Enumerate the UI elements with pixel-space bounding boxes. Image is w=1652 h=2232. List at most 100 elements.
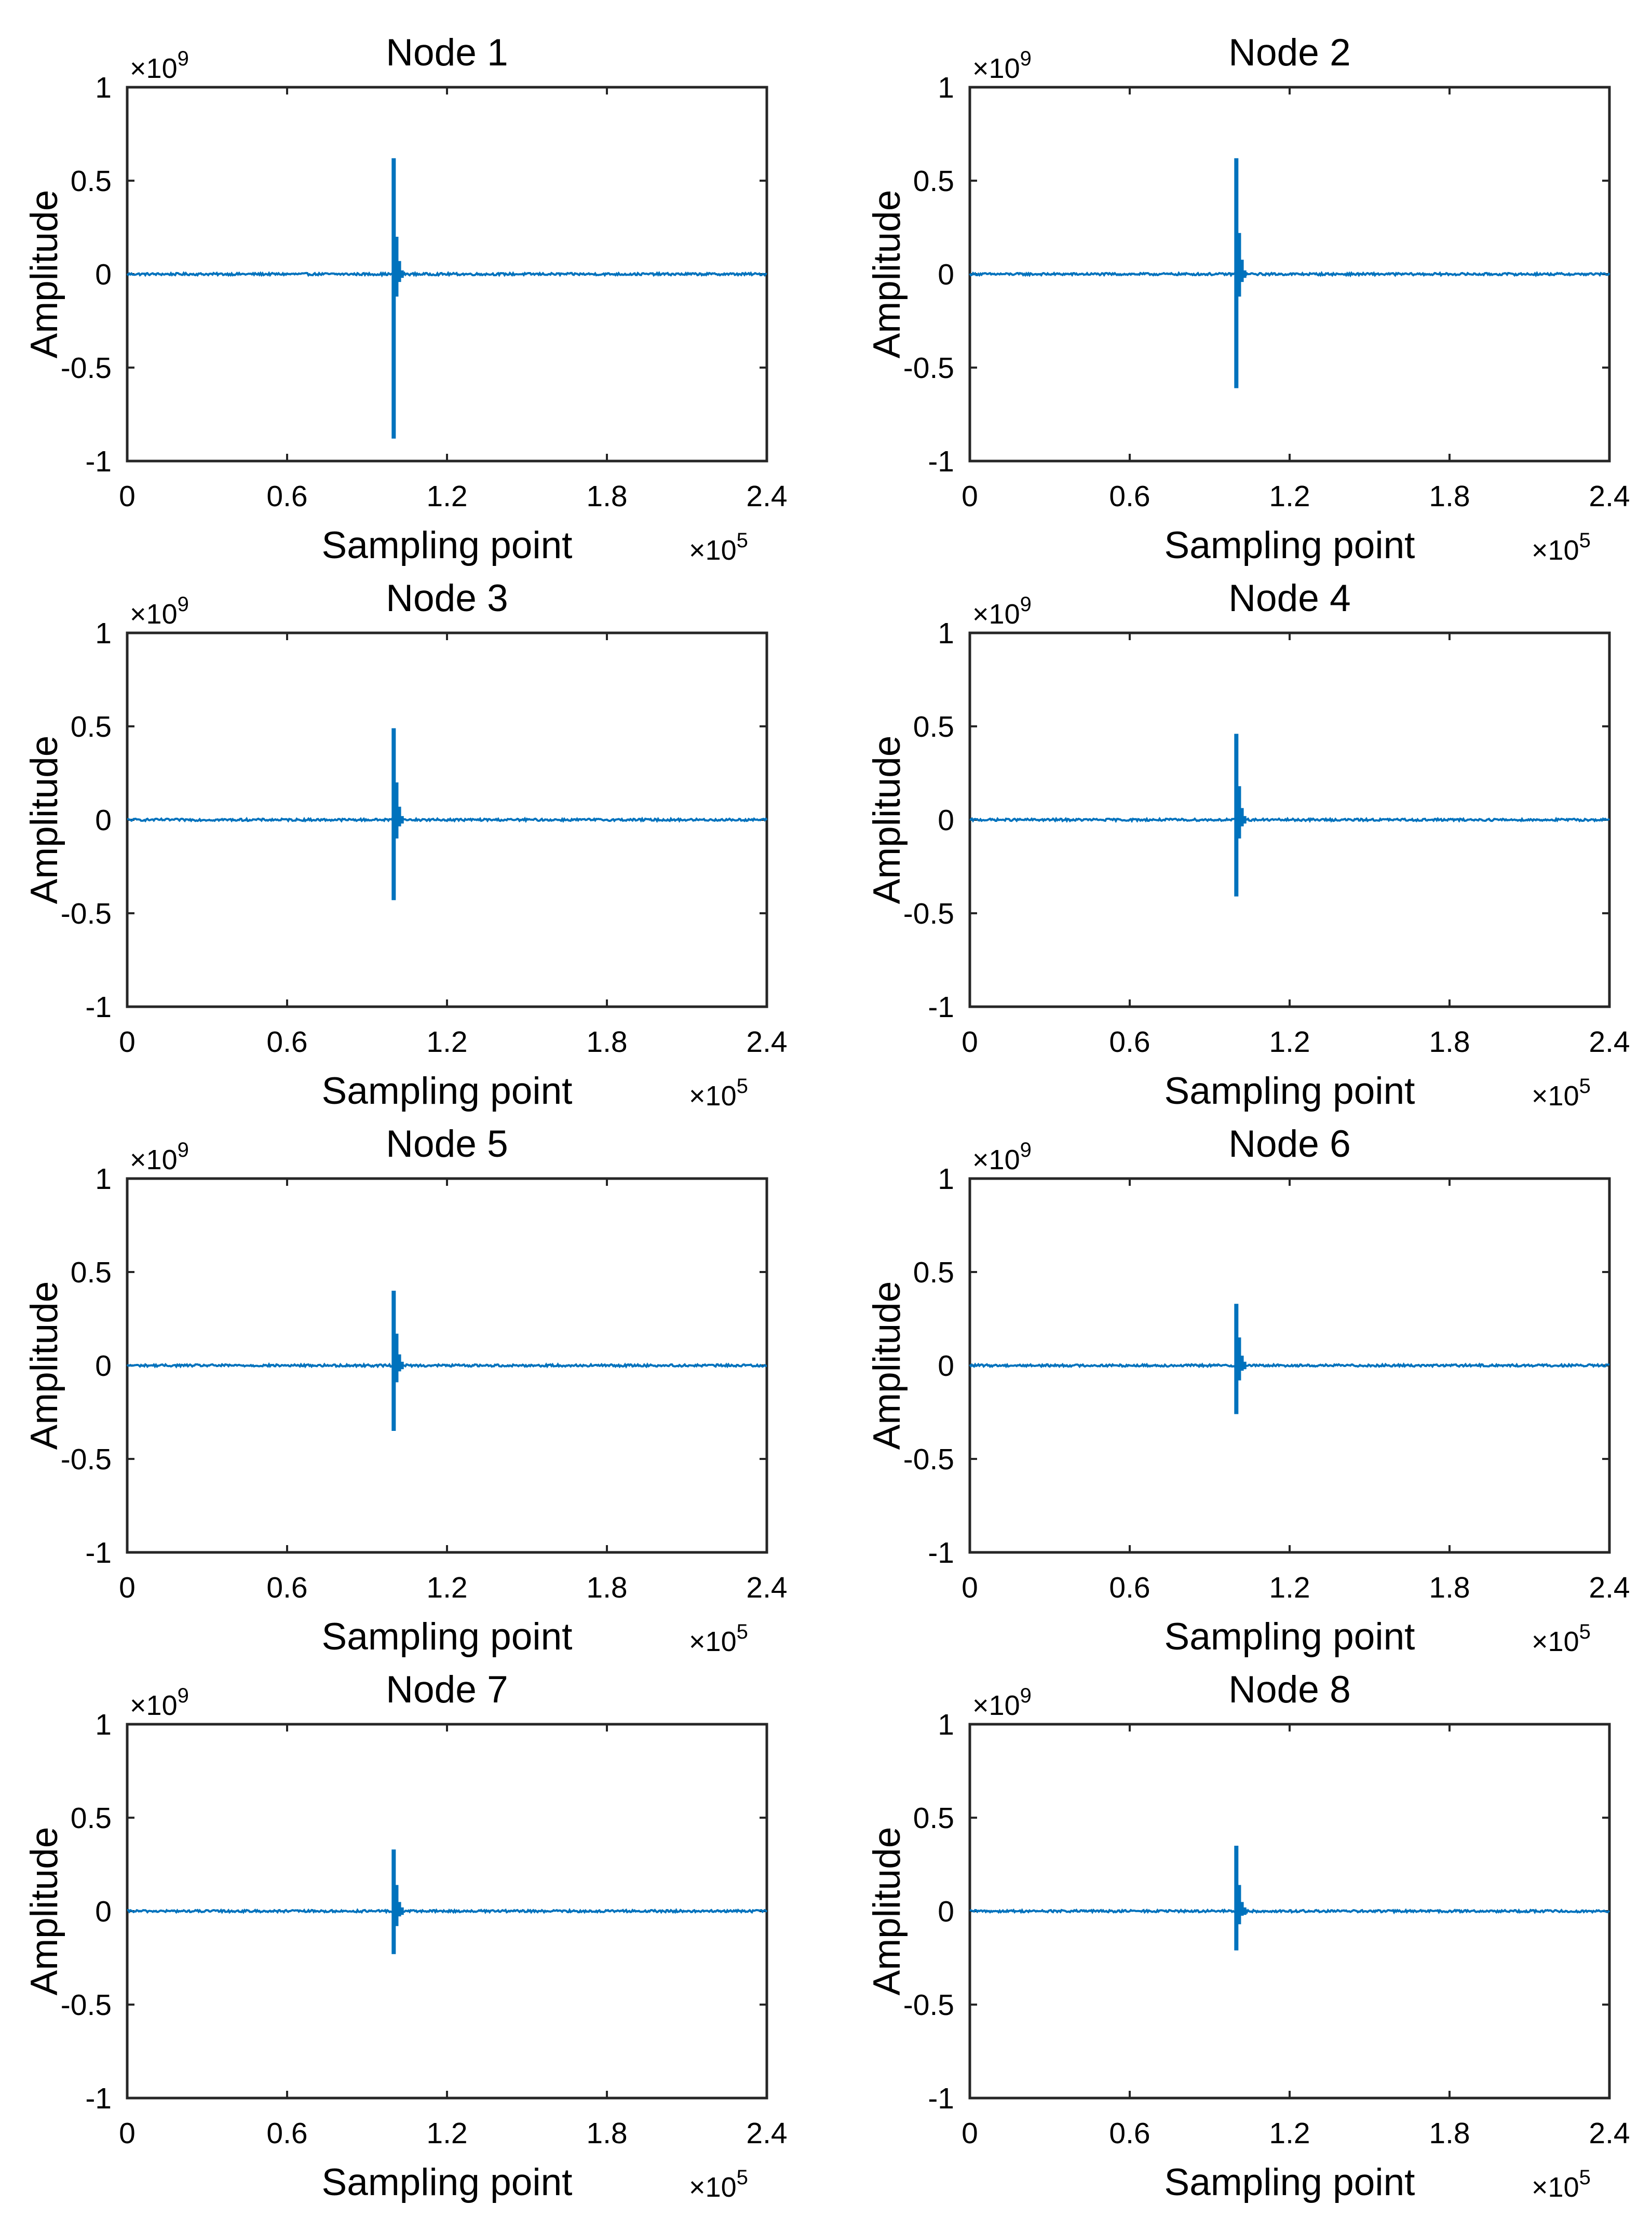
x-axis-label: Sampling point xyxy=(322,1070,573,1112)
chart-title: Node 1 xyxy=(386,32,508,74)
y-axis-label: Amplitude xyxy=(866,736,908,904)
x-tick-label: 0.6 xyxy=(266,480,307,513)
panel-node-1: Node 1 0 0.6 1.2 1.8 2.4 1 0.5 0 -0.5 -1 Sampling p… xyxy=(23,32,788,566)
y-tick-label: 1 xyxy=(95,617,112,650)
y-multiplier-exponent: 9 xyxy=(1020,1139,1032,1161)
x-exponent-label: ×105 xyxy=(689,529,748,566)
x-tick-label: 0.6 xyxy=(266,1571,307,1604)
y-tick-label: 0 xyxy=(95,1349,112,1383)
panel-node-3: Node 3 0 0.6 1.2 1.8 2.4 1 0.5 0 -0.5 -1 Sampling p… xyxy=(23,577,788,1112)
y-multiplier-exponent: 9 xyxy=(178,47,189,70)
y-tick-label: 0 xyxy=(95,1895,112,1928)
y-tick-label: -0.5 xyxy=(61,351,112,385)
x-tick-label: 1.2 xyxy=(1269,1025,1310,1059)
y-tick-label: -1 xyxy=(85,2082,112,2115)
x-multiplier-exponent: 5 xyxy=(737,2166,748,2189)
x-tick-label: 1.8 xyxy=(586,1025,627,1059)
x-exponent-label: ×105 xyxy=(1532,529,1591,566)
x-tick-label: 1.8 xyxy=(1429,1025,1470,1059)
signal-trace xyxy=(969,1908,1610,1915)
x-tick-label: 2.4 xyxy=(746,2117,787,2150)
x-tick-label: 0.6 xyxy=(1109,2117,1150,2150)
x-tick-label: 2.4 xyxy=(1589,2117,1630,2150)
y-tick-label: 1 xyxy=(95,1162,112,1196)
x-tick-label: 1.8 xyxy=(1429,2117,1470,2150)
y-exponent-label: ×109 xyxy=(130,47,189,84)
y-multiplier-exponent: 9 xyxy=(178,1684,189,1707)
x-axis-label: Sampling point xyxy=(322,2161,573,2203)
signal-trace xyxy=(126,270,767,278)
x-tick-label: 2.4 xyxy=(1589,1571,1630,1604)
x-tick-label: 0 xyxy=(962,1025,978,1059)
y-axis-label: Amplitude xyxy=(23,1281,65,1450)
chart-title: Node 8 xyxy=(1228,1669,1350,1711)
x-tick-label: 0 xyxy=(962,480,978,513)
x-exponent-label: ×105 xyxy=(689,1620,748,1657)
chart-title: Node 2 xyxy=(1228,32,1350,74)
signal-trace xyxy=(969,270,1610,278)
y-multiplier-exponent: 9 xyxy=(1020,593,1032,616)
x-tick-label: 0 xyxy=(119,2117,136,2150)
y-multiplier-base: ×10 xyxy=(972,1144,1020,1175)
panel-node-2: Node 2 0 0.6 1.2 1.8 2.4 1 0.5 0 -0.5 -1 Sampling p… xyxy=(866,32,1630,566)
x-multiplier-base: ×10 xyxy=(689,1626,737,1657)
y-axis-label: Amplitude xyxy=(23,736,65,904)
chart-title: Node 5 xyxy=(386,1123,508,1165)
y-tick-label: 0 xyxy=(95,804,112,837)
panel-node-4: Node 4 0 0.6 1.2 1.8 2.4 1 0.5 0 -0.5 -1 Sampling p… xyxy=(866,577,1630,1112)
y-multiplier-exponent: 9 xyxy=(1020,47,1032,70)
x-tick-label: 0.6 xyxy=(266,2117,307,2150)
signal-trace xyxy=(969,816,1610,823)
y-exponent-label: ×109 xyxy=(972,593,1032,630)
chart-title: Node 3 xyxy=(386,577,508,619)
x-tick-label: 1.2 xyxy=(1269,480,1310,513)
x-multiplier-base: ×10 xyxy=(689,535,737,566)
y-axis-label: Amplitude xyxy=(866,190,908,359)
y-tick-label: -0.5 xyxy=(61,897,112,930)
x-multiplier-exponent: 5 xyxy=(737,1620,748,1643)
signal-trace xyxy=(126,1362,767,1369)
x-tick-label: 2.4 xyxy=(1589,480,1630,513)
y-tick-label: -0.5 xyxy=(903,897,954,930)
x-exponent-label: ×105 xyxy=(689,2166,748,2203)
x-tick-label: 2.4 xyxy=(746,480,787,513)
y-tick-label: 1 xyxy=(938,1708,954,1741)
signal-trace xyxy=(969,1362,1610,1369)
x-multiplier-base: ×10 xyxy=(1532,1080,1579,1112)
panel-node-7: Node 7 0 0.6 1.2 1.8 2.4 1 0.5 0 -0.5 -1 Sampling p… xyxy=(23,1669,788,2203)
x-multiplier-base: ×10 xyxy=(689,1080,737,1112)
y-multiplier-base: ×10 xyxy=(130,1144,178,1175)
x-tick-label: 0 xyxy=(962,2117,978,2150)
y-tick-label: 0 xyxy=(938,1895,954,1928)
panel-node-5: Node 5 0 0.6 1.2 1.8 2.4 1 0.5 0 -0.5 -1 Sampling p… xyxy=(23,1123,788,1658)
x-tick-label: 1.8 xyxy=(586,480,627,513)
y-multiplier-exponent: 9 xyxy=(178,593,189,616)
y-axis-label: Amplitude xyxy=(23,190,65,359)
x-axis-label: Sampling point xyxy=(1164,1070,1415,1112)
y-tick-label: 1 xyxy=(938,1162,954,1196)
y-exponent-label: ×109 xyxy=(130,1684,189,1721)
x-multiplier-base: ×10 xyxy=(1532,1626,1579,1657)
x-tick-label: 0.6 xyxy=(266,1025,307,1059)
y-axis-label: Amplitude xyxy=(866,1827,908,1996)
y-exponent-label: ×109 xyxy=(972,1139,1032,1175)
y-tick-label: -0.5 xyxy=(61,1443,112,1476)
y-multiplier-base: ×10 xyxy=(972,53,1020,84)
y-tick-label: 0.5 xyxy=(71,1802,112,1835)
y-tick-label: -1 xyxy=(928,2082,954,2115)
y-tick-label: -0.5 xyxy=(903,351,954,385)
y-tick-label: -1 xyxy=(928,445,954,478)
y-tick-label: 0 xyxy=(938,1349,954,1383)
y-axis-label: Amplitude xyxy=(23,1827,65,1996)
chart-title: Node 6 xyxy=(1228,1123,1350,1165)
x-tick-label: 1.2 xyxy=(426,1571,467,1604)
x-multiplier-base: ×10 xyxy=(689,2172,737,2203)
x-axis-label: Sampling point xyxy=(322,524,573,566)
x-tick-label: 1.8 xyxy=(586,1571,627,1604)
x-tick-label: 1.2 xyxy=(426,480,467,513)
x-multiplier-exponent: 5 xyxy=(1579,1620,1591,1643)
x-tick-label: 1.8 xyxy=(1429,1571,1470,1604)
x-tick-label: 0.6 xyxy=(1109,1025,1150,1059)
x-tick-label: 0.6 xyxy=(1109,480,1150,513)
